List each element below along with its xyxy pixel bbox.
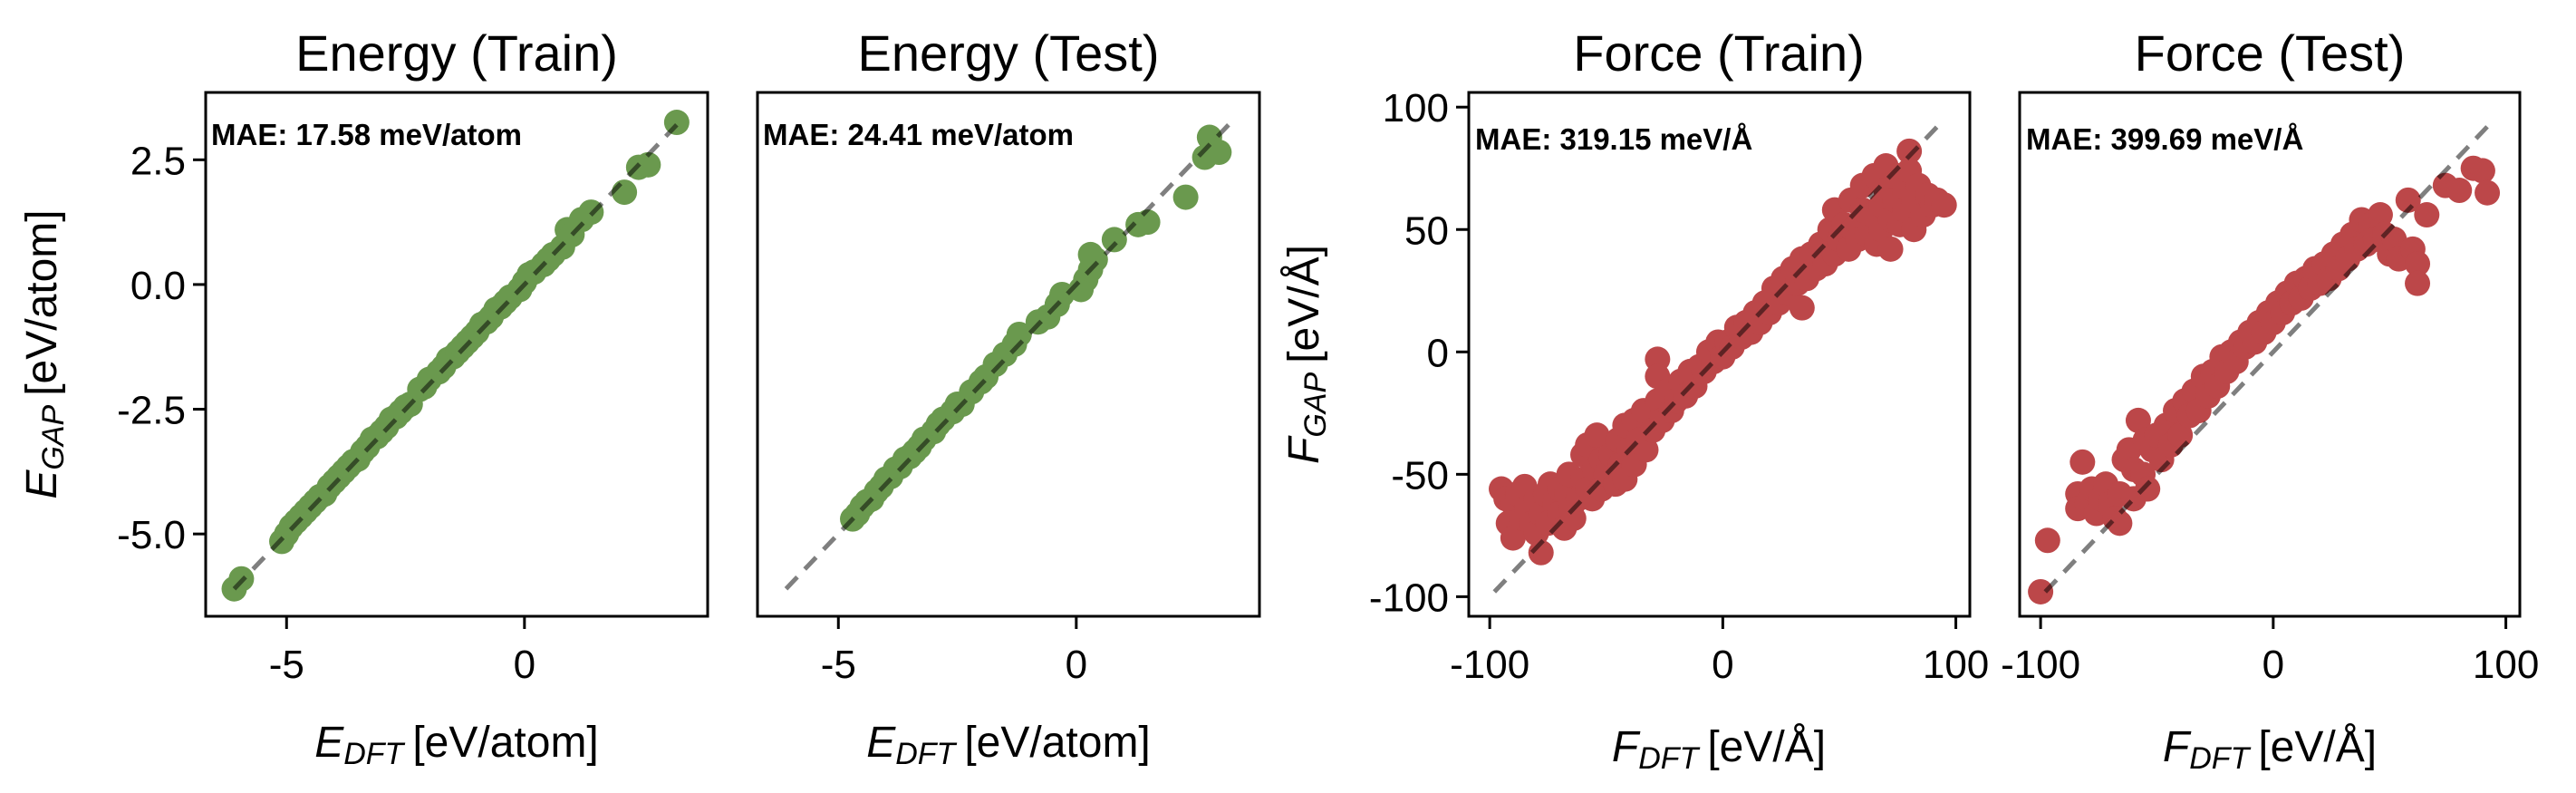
axes-frame xyxy=(756,91,1261,618)
data-point xyxy=(1006,321,1032,347)
data-point xyxy=(1584,422,1610,449)
data-point xyxy=(2405,251,2431,277)
x-tick-label: -5 xyxy=(269,643,304,687)
data-point xyxy=(1134,209,1161,236)
x-tick-label: -5 xyxy=(821,643,856,687)
data-point xyxy=(2125,407,2151,433)
data-point xyxy=(2469,158,2495,184)
axes-frame xyxy=(2018,91,2522,618)
y-tick-label: -2.5 xyxy=(117,389,186,433)
data-point xyxy=(2367,202,2393,228)
axes-frame xyxy=(1467,91,1972,618)
scatter-points xyxy=(2028,155,2501,604)
data-point xyxy=(1931,192,1957,218)
data-point xyxy=(2107,510,2133,537)
x-tick-label: -100 xyxy=(1450,643,1529,687)
data-point xyxy=(2414,202,2440,228)
y-tick-label: -50 xyxy=(1391,453,1449,498)
panel-force-train: Force (Train) -100 0 100 100 50 0 -50 -100 xyxy=(1369,24,1989,687)
data-point xyxy=(2446,178,2473,204)
data-point xyxy=(2069,449,2096,475)
data-point xyxy=(1206,140,1232,166)
y-tick-label: -5.0 xyxy=(117,513,186,557)
x-axis-label: FDFT [eV/Å] xyxy=(1612,723,1826,776)
y-tick-label: 0 xyxy=(1427,331,1449,375)
axes-frame xyxy=(204,91,709,618)
x-tick-label: 0 xyxy=(514,643,535,687)
data-point xyxy=(635,151,661,178)
x-tick-label: 0 xyxy=(1712,643,1733,687)
mae-annotation: MAE: 17.58 meV/atom xyxy=(211,118,522,151)
x-tick-label: -100 xyxy=(2001,643,2080,687)
x-axis-label: EDFT [eV/atom] xyxy=(866,719,1151,771)
panel-title: Force (Train) xyxy=(1573,24,1865,82)
x-tick-label: 0 xyxy=(1066,643,1087,687)
mae-annotation: MAE: 399.69 meV/Å xyxy=(2026,122,2303,156)
y-tick-label: 50 xyxy=(1404,208,1449,253)
data-point xyxy=(1877,236,1904,262)
panel-title: Energy (Test) xyxy=(858,24,1160,82)
data-point xyxy=(1049,281,1076,307)
panel-title: Energy (Train) xyxy=(295,24,618,82)
panel-energy-test: Energy (Test) -5 0 xyxy=(756,24,1261,687)
data-point xyxy=(2395,187,2421,213)
mae-annotation: MAE: 319.15 meV/Å xyxy=(1475,122,1752,156)
panel-force-test: Force (Test) -100 0 100 xyxy=(2001,24,2539,687)
y-tick-label: 2.5 xyxy=(130,139,186,183)
data-point xyxy=(2028,578,2054,604)
identity-reference-line xyxy=(2043,117,2496,594)
data-point xyxy=(1172,184,1199,210)
x-tick-label: 100 xyxy=(2473,643,2539,687)
data-point xyxy=(2405,270,2431,296)
y-tick-label: 0.0 xyxy=(130,264,186,308)
panel-title: Force (Test) xyxy=(2135,24,2406,82)
data-point xyxy=(1560,505,1587,531)
x-tick-label: 100 xyxy=(1923,643,1989,687)
data-point xyxy=(1101,227,1127,253)
data-point xyxy=(1896,138,1923,164)
y-axis-label: FGAP[eV/Å] xyxy=(1280,245,1333,464)
data-point xyxy=(1789,295,1815,321)
data-point xyxy=(2475,179,2501,206)
x-axis-label: EDFT [eV/atom] xyxy=(314,719,599,771)
data-point xyxy=(1500,525,1526,551)
mae-annotation: MAE: 24.41 meV/atom xyxy=(763,118,1074,151)
data-point xyxy=(2135,476,2161,502)
y-tick-label: -100 xyxy=(1369,575,1449,620)
x-axis-label: FDFT [eV/Å] xyxy=(2163,723,2377,776)
panel-energy-train: Energy (Train) -5 0 2.5 0.0 -2.5 -5.0 xyxy=(117,24,709,687)
data-point xyxy=(1077,241,1104,267)
scatter-points xyxy=(1489,138,1957,566)
y-axis-label: EGAP[eV/atom] xyxy=(18,209,71,498)
y-tick-label: 100 xyxy=(1383,86,1449,131)
x-tick-label: 0 xyxy=(2262,643,2284,687)
data-point xyxy=(1633,437,1659,463)
data-point xyxy=(2034,527,2060,554)
